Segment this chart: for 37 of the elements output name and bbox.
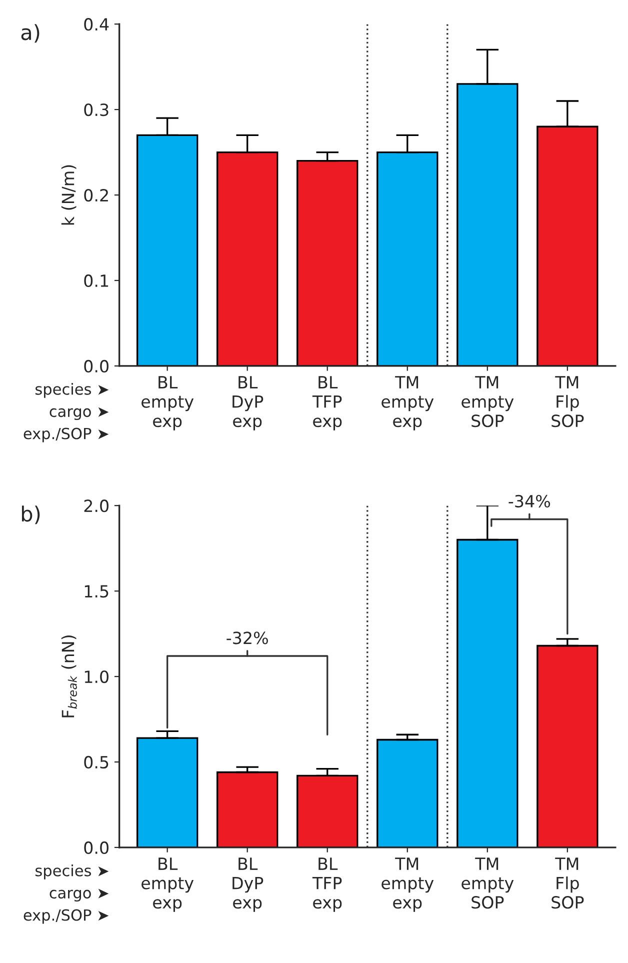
chart-title: a): [21, 24, 40, 43]
text: cargo ➤: [50, 888, 109, 902]
bar: [376, 738, 438, 848]
y-axis-title: k (N/m): [61, 165, 76, 225]
text: exp./SOP ➤: [24, 909, 109, 924]
y-tick-label: 0.4: [84, 18, 109, 31]
annotation: -34%: [508, 494, 550, 508]
y-tick-label: 1.5: [84, 585, 108, 598]
y-tick-label: 0.1: [84, 274, 108, 288]
y-tick-label: 0.2: [84, 188, 108, 202]
x-tick-label: BL TFP exp: [312, 376, 342, 430]
x-tick-label: TM empty exp: [382, 376, 434, 430]
x-tick-label: BL TFP exp: [312, 858, 342, 912]
y-tick-label: 0.5: [84, 756, 108, 769]
y-axis-title: F$_{break}$ (nN): [61, 636, 77, 718]
chart-title: b): [22, 506, 40, 524]
x-tick-label: TM Flp SOP: [552, 858, 584, 909]
x-tick-label: BL DyP exp: [232, 858, 264, 912]
x-tick-label: TM empty SOP: [462, 376, 514, 428]
x-tick-label: BL DyP exp: [232, 376, 264, 430]
text: exp./SOP ➤: [24, 428, 109, 442]
bar: [136, 737, 198, 848]
x-tick-label: BL empty exp: [142, 376, 194, 430]
y-tick-label: 1.0: [84, 670, 108, 684]
y-tick-label: 0.3: [84, 104, 108, 116]
x-tick-label: TM Flp SOP: [552, 376, 584, 428]
y-tick-label: 0.0: [84, 360, 108, 373]
text: species ➤: [36, 383, 109, 398]
text: cargo ➤: [50, 407, 109, 420]
x-tick-label: TM empty exp: [382, 858, 434, 912]
x-tick-label: TM empty SOP: [462, 858, 514, 909]
y-tick-label: 2.0: [84, 500, 108, 512]
bar: [216, 771, 278, 848]
annotation: -32%: [226, 632, 268, 644]
text: species ➤: [36, 864, 109, 880]
x-tick-label: BL empty exp: [142, 858, 194, 912]
y-tick-label: 0.0: [84, 841, 108, 854]
